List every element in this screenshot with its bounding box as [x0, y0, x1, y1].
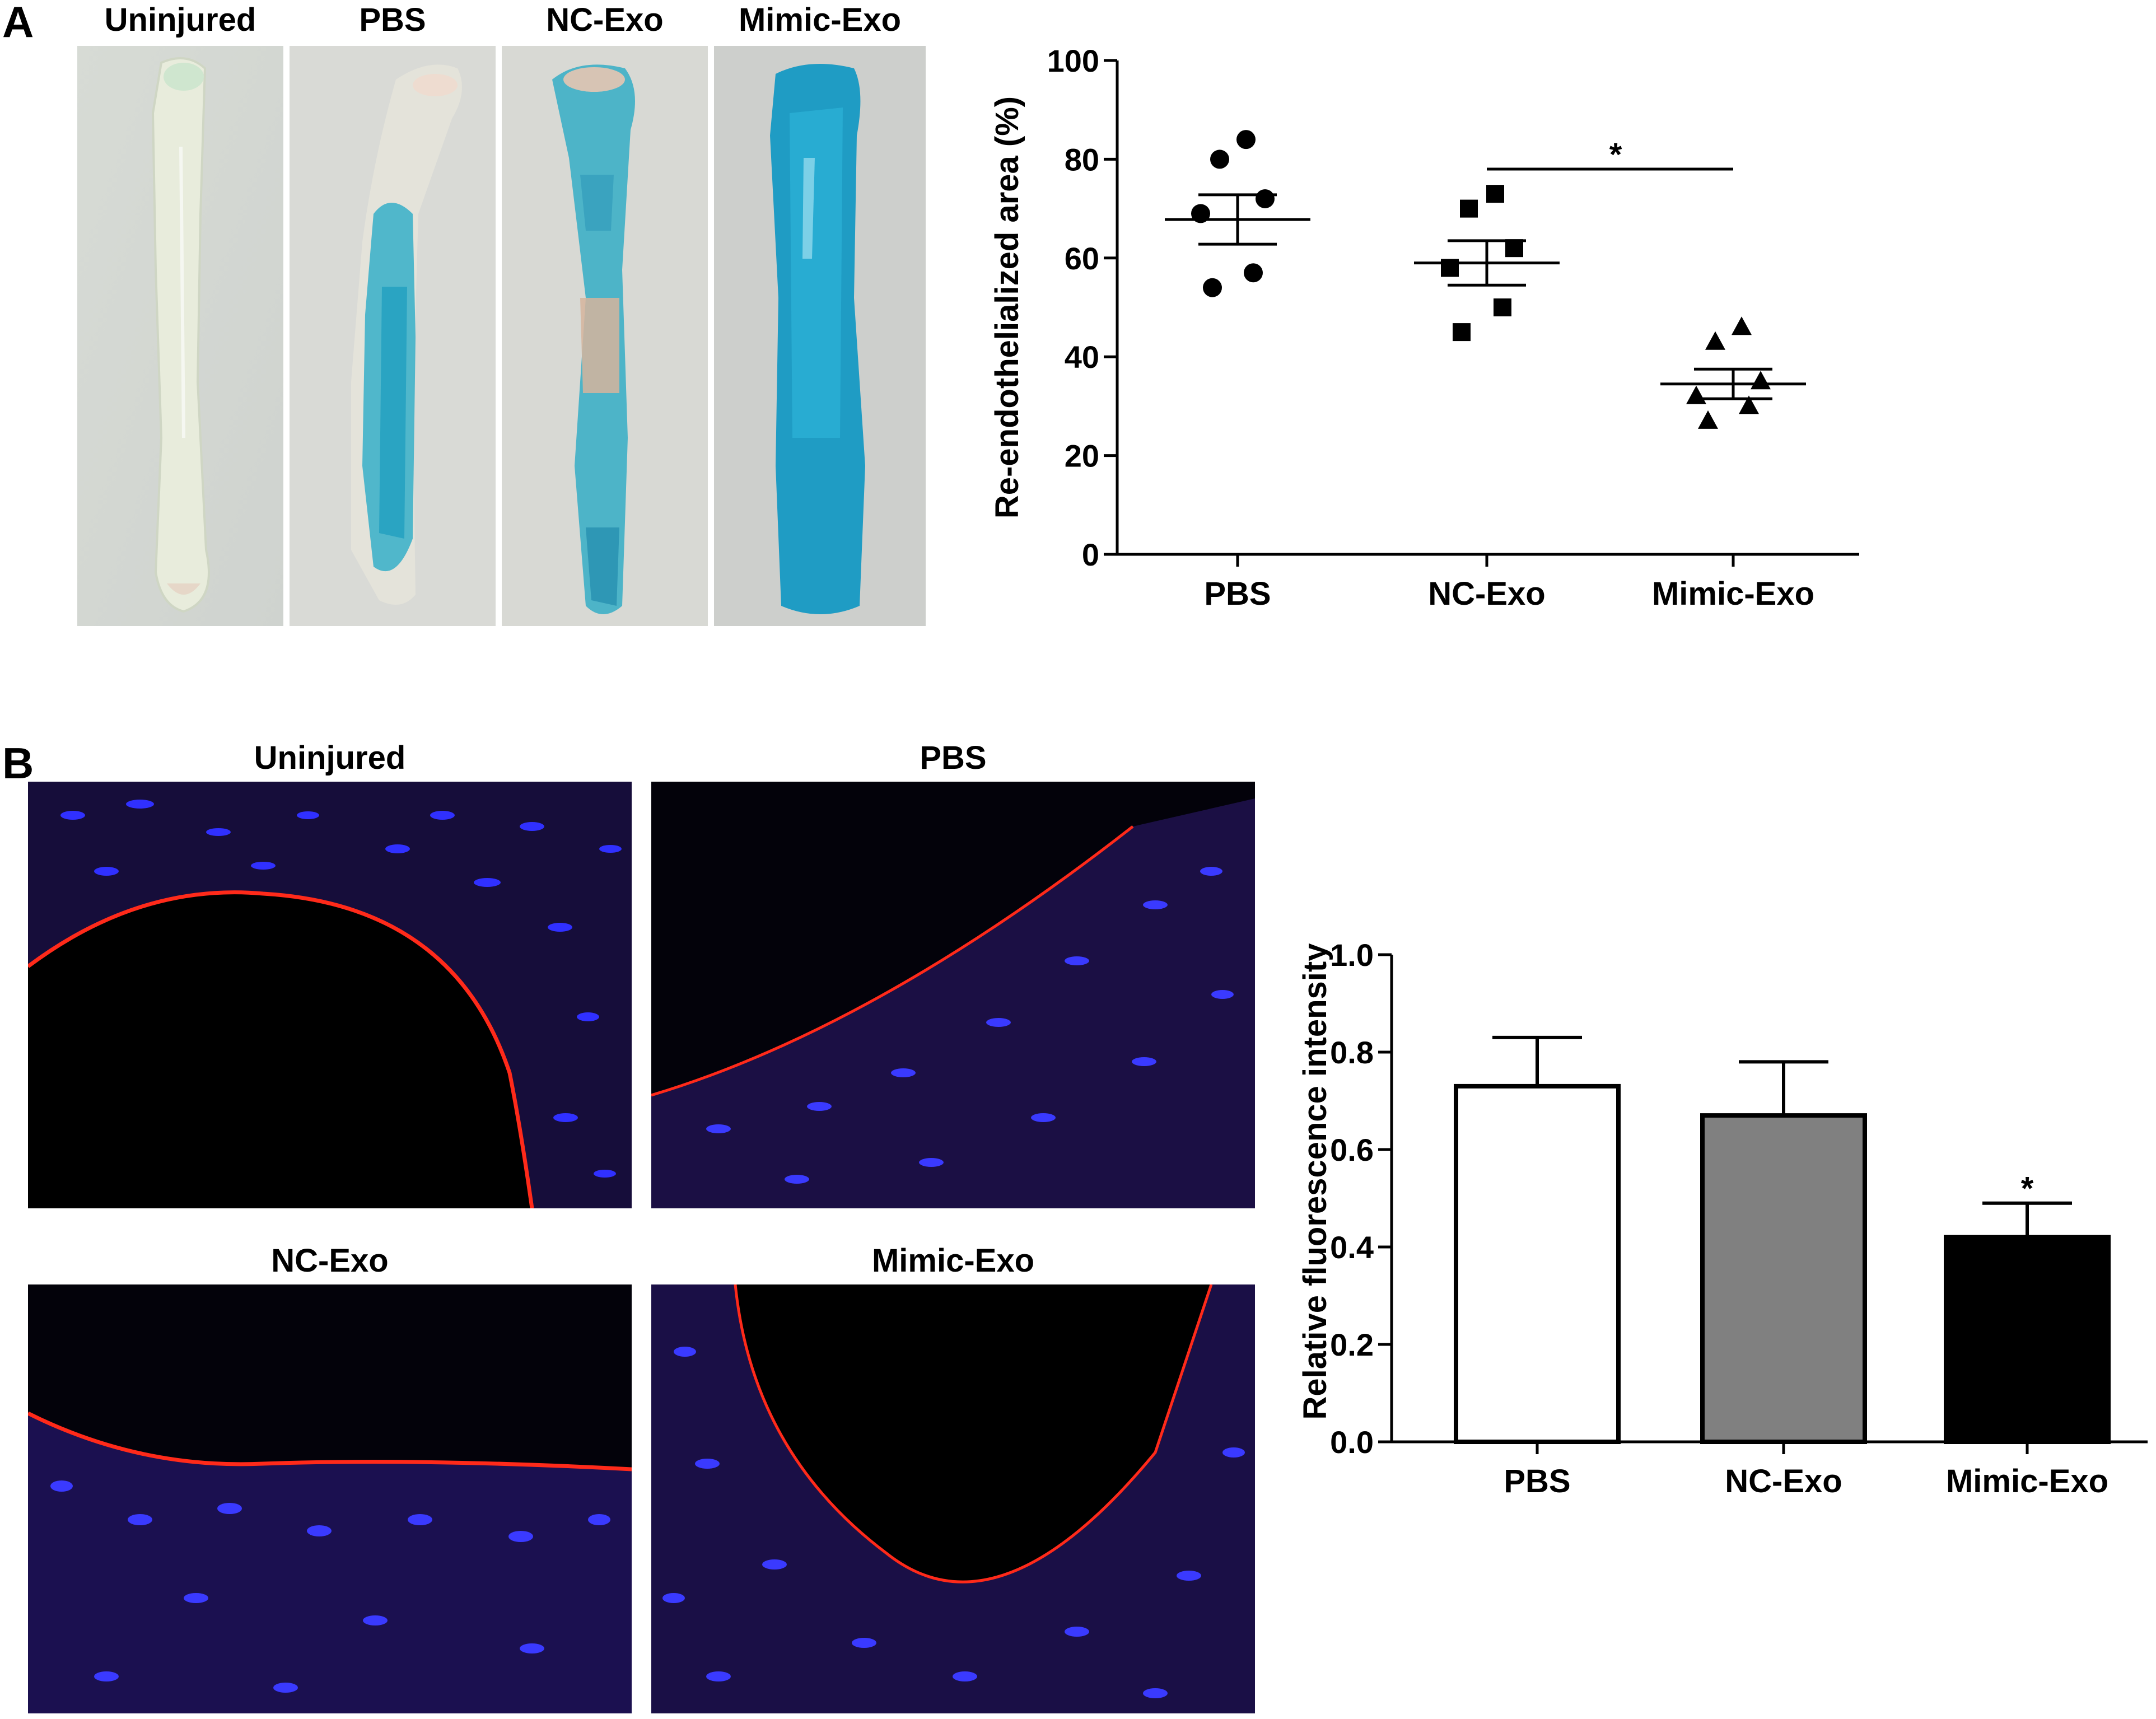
- y-tick-label: 0.2: [1330, 1327, 1374, 1362]
- y-tick-label: 100: [1047, 43, 1099, 78]
- y-tick-label: 60: [1065, 241, 1099, 276]
- y-tick-label: 0.0: [1330, 1424, 1374, 1460]
- vessel-photo-nc-exo: [502, 46, 708, 626]
- micrograph-nc-exo: [28, 1284, 632, 1713]
- data-point-square: [1505, 239, 1523, 258]
- data-point-circle: [1256, 189, 1275, 208]
- significance-star: *: [2021, 1171, 2034, 1207]
- data-point-circle: [1191, 204, 1210, 223]
- micro-label-nc-exo: NC-Exo: [271, 1242, 389, 1279]
- vessel-photo-pbs: [290, 46, 496, 626]
- panel-a-letter: A: [2, 0, 34, 46]
- vessel-photo-mimic-exo: [714, 46, 926, 626]
- micro-label-pbs: PBS: [920, 740, 987, 776]
- x-tick-label: NC-Exo: [1428, 576, 1545, 612]
- data-point-triangle: [1686, 385, 1706, 404]
- micrograph-pbs: [651, 782, 1255, 1208]
- data-point-circle: [1236, 130, 1256, 150]
- data-point-square: [1453, 323, 1471, 342]
- x-tick-label: PBS: [1204, 576, 1271, 612]
- scatter-chart-re-endothelialized: 0 20 40 60 80 100 PBS NC-Exo Mimic-Exo Re-endothe…: [989, 43, 1859, 612]
- y-axis-label: Relative fluorescence intensity: [1297, 943, 1333, 1420]
- data-point-triangle: [1698, 410, 1718, 429]
- y-axis-label: Re-endothelialized area (%): [989, 96, 1025, 518]
- photo-label-mimic-exo: Mimic-Exo: [738, 2, 902, 38]
- y-tick-label: 0: [1082, 537, 1099, 572]
- data-point-square: [1460, 199, 1478, 218]
- x-tick-label: PBS: [1504, 1463, 1570, 1500]
- y-tick-label: 0.8: [1330, 1035, 1374, 1070]
- bar-pbs: [1454, 1083, 1621, 1444]
- y-tick-label: 0.6: [1330, 1132, 1374, 1167]
- data-point-square: [1494, 298, 1511, 316]
- micro-label-uninjured: Uninjured: [254, 740, 406, 776]
- y-tick-label: 20: [1065, 438, 1099, 474]
- data-point-triangle: [1705, 331, 1725, 350]
- micro-label-mimic-exo: Mimic-Exo: [871, 1242, 1035, 1279]
- vessel-photo-uninjured: [77, 46, 283, 626]
- y-tick-label: 40: [1065, 339, 1099, 375]
- photo-label-nc-exo: NC-Exo: [546, 2, 664, 38]
- micrograph-mimic-exo: [651, 1284, 1255, 1713]
- y-tick-label: 1.0: [1330, 937, 1374, 973]
- data-point-circle: [1203, 278, 1222, 297]
- data-point-square: [1486, 185, 1504, 203]
- data-point-triangle: [1751, 371, 1771, 390]
- bar-nc-exo: [1700, 1113, 1867, 1444]
- data-point-triangle: [1732, 316, 1752, 335]
- photo-label-pbs: PBS: [359, 2, 426, 38]
- photo-label-uninjured: Uninjured: [104, 2, 256, 38]
- x-tick-label: Mimic-Exo: [1652, 576, 1814, 612]
- panel-b-letter: B: [2, 739, 34, 788]
- data-point-circle: [1244, 263, 1263, 283]
- y-tick-label: 80: [1065, 142, 1099, 177]
- micrograph-uninjured: [28, 782, 632, 1208]
- data-point-circle: [1210, 150, 1229, 169]
- x-tick-label: NC-Exo: [1725, 1463, 1842, 1500]
- x-tick-label: Mimic-Exo: [1946, 1463, 2108, 1500]
- bar-mimic-exo: [1944, 1235, 2111, 1445]
- data-point-triangle: [1739, 395, 1759, 414]
- significance-star: *: [1609, 137, 1622, 173]
- data-point-square: [1441, 259, 1459, 277]
- y-tick-label: 0.4: [1330, 1230, 1374, 1265]
